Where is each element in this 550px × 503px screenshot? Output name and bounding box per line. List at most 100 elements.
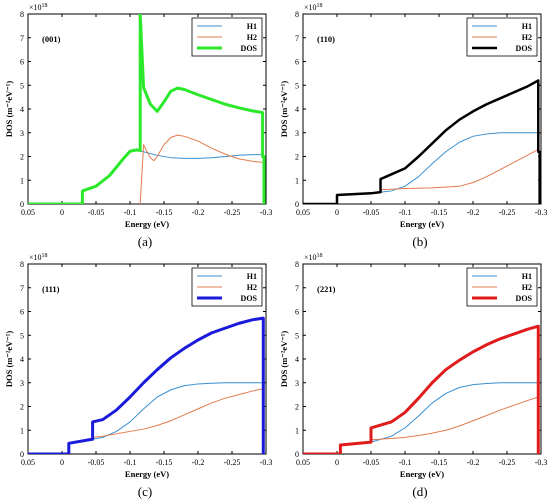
y-tick-label: 4: [20, 355, 24, 364]
x-tick-label: -0.05: [88, 458, 105, 467]
x-tick-label: -0.25: [224, 208, 241, 217]
y-tick-label: 0: [295, 450, 299, 459]
x-tick-label: 0: [335, 458, 339, 467]
x-tick-label: -0.1: [399, 208, 412, 217]
y-tick-label: 0: [295, 200, 299, 209]
x-tick-label: -0.25: [499, 458, 516, 467]
x-tick-label: -0.2: [467, 458, 480, 467]
y-tick-label: 1: [295, 176, 299, 185]
legend-label-h1: H1: [247, 22, 257, 31]
x-axis-label: Energy (eV): [125, 469, 169, 479]
x-tick-label: -0.2: [192, 208, 205, 217]
legend: H1 H2 DOS: [466, 267, 538, 307]
x-axis-label: Energy (eV): [125, 219, 169, 229]
y-tick-label: 5: [295, 331, 299, 340]
y-tick-label: 0: [20, 450, 24, 459]
y-tick-label: 2: [20, 153, 24, 162]
legend-label-h1: H1: [522, 22, 532, 31]
panel-caption: (a): [138, 234, 152, 249]
x-tick-label: -0.25: [224, 458, 241, 467]
panel-label: (001): [42, 34, 61, 44]
x-tick-label: -0.25: [499, 208, 516, 217]
y-axis-label: DOS (m⁻²eV⁻¹): [279, 331, 289, 387]
x-tick-label: 0: [60, 458, 64, 467]
y-tick-label: 1: [20, 176, 24, 185]
y-tick-label: 5: [295, 81, 299, 90]
x-tick-label: -0.1: [124, 208, 137, 217]
legend-label-h1: H1: [247, 272, 257, 281]
x-tick-label: -0.2: [192, 458, 205, 467]
legend-label-h1: H1: [522, 272, 532, 281]
y-tick-label: 6: [20, 308, 24, 317]
y-tick-label: 6: [295, 308, 299, 317]
x-tick-label: -0.2: [467, 208, 480, 217]
y-tick-label: 2: [20, 403, 24, 412]
series-line-dos: [303, 324, 540, 454]
y-tick-label: 6: [295, 58, 299, 67]
x-tick-label: -0.3: [535, 458, 548, 467]
x-axis-label: Energy (eV): [400, 469, 444, 479]
y-tick-label: 0: [20, 200, 24, 209]
x-tick-label: 0.05: [21, 208, 35, 217]
y-tick-label: 3: [20, 129, 24, 138]
y-tick-label: 8: [295, 260, 299, 269]
y-tick-label: 3: [295, 379, 299, 388]
x-tick-label: -0.1: [399, 458, 412, 467]
panel-label: (221): [317, 284, 336, 294]
panel-caption: (c): [138, 484, 152, 499]
y-tick-label: 3: [20, 379, 24, 388]
y-tick-label: 5: [20, 81, 24, 90]
y-tick-label: 4: [20, 105, 24, 114]
series-line-h2: [380, 148, 539, 191]
x-tick-label: 0.05: [296, 458, 310, 467]
y-axis-label: DOS (m⁻²eV⁻¹): [4, 331, 14, 387]
x-axis-label: Energy (eV): [400, 219, 444, 229]
y-exponent-label: ×1018: [304, 3, 323, 12]
legend: H1 H2 DOS: [191, 17, 263, 57]
x-tick-label: -0.15: [156, 208, 173, 217]
x-tick-label: -0.15: [431, 208, 448, 217]
series-line-h2: [139, 134, 263, 204]
panel-caption: (d): [412, 484, 427, 499]
legend-label-h2: H2: [247, 33, 257, 42]
legend: H1 H2 DOS: [466, 17, 538, 57]
x-tick-label: -0.1: [124, 458, 137, 467]
y-axis-label: DOS (m⁻²eV⁻¹): [279, 81, 289, 137]
x-tick-label: -0.3: [260, 458, 273, 467]
y-tick-label: 3: [295, 129, 299, 138]
legend: H1 H2 DOS: [191, 267, 263, 307]
y-tick-label: 7: [295, 34, 299, 43]
x-tick-label: 0.05: [296, 208, 310, 217]
legend-label-h2: H2: [522, 283, 532, 292]
y-tick-label: 2: [295, 403, 299, 412]
y-tick-label: 8: [20, 260, 24, 269]
y-tick-label: 2: [295, 153, 299, 162]
y-tick-label: 7: [295, 284, 299, 293]
series-line-h1: [336, 132, 539, 196]
y-tick-label: 7: [20, 284, 24, 293]
x-tick-label: -0.3: [535, 208, 548, 217]
y-tick-label: 4: [295, 355, 299, 364]
legend-label-dos: DOS: [516, 44, 533, 53]
series-line-h2: [92, 388, 264, 438]
x-tick-label: 0.05: [21, 458, 35, 467]
y-tick-label: 5: [20, 331, 24, 340]
legend-label-dos: DOS: [241, 294, 258, 303]
y-exponent-label: ×1018: [29, 253, 48, 262]
legend-label-h2: H2: [522, 33, 532, 42]
series-line-dos: [28, 14, 266, 204]
x-tick-label: -0.3: [260, 208, 273, 217]
legend-label-dos: DOS: [241, 44, 258, 53]
x-tick-label: 0: [335, 208, 339, 217]
series-line-dos: [303, 79, 541, 204]
x-tick-label: -0.05: [363, 458, 380, 467]
panel-label: (111): [42, 284, 60, 294]
y-tick-label: 1: [20, 426, 24, 435]
series-line-h2: [370, 396, 539, 441]
x-tick-label: -0.15: [156, 458, 173, 467]
